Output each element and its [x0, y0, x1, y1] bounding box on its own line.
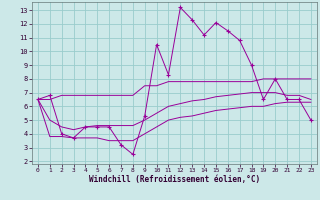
X-axis label: Windchill (Refroidissement éolien,°C): Windchill (Refroidissement éolien,°C) [89, 175, 260, 184]
